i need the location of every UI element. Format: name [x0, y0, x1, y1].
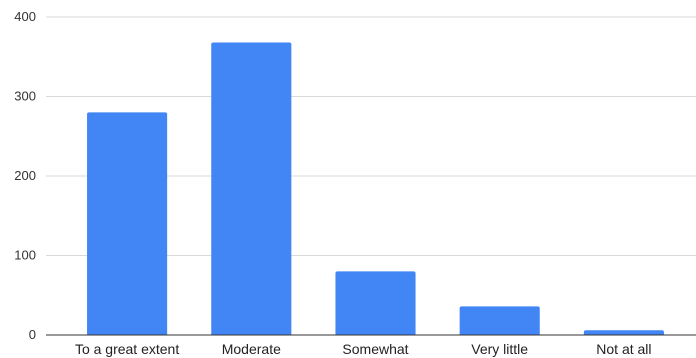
x-tick-label-somewhat: Somewhat	[342, 341, 408, 357]
x-axis-category-labels: To a great extent Moderate Somewhat Very li…	[75, 341, 652, 357]
bar-to-a-great-extent	[87, 112, 168, 336]
bar-moderate	[211, 42, 292, 335]
bars	[87, 42, 664, 336]
bar-somewhat	[335, 271, 416, 335]
y-tick-label-100: 100	[14, 248, 36, 263]
x-tick-label-to-a-great-extent: To a great extent	[75, 341, 179, 357]
bar-not-at-all	[583, 330, 664, 335]
y-tick-label-200: 200	[14, 168, 36, 183]
bar-very-little	[459, 306, 540, 335]
y-tick-label-0: 0	[29, 327, 36, 342]
y-tick-label-400: 400	[14, 9, 36, 24]
x-tick-label-not-at-all: Not at all	[596, 341, 651, 357]
x-tick-label-very-little: Very little	[471, 341, 528, 357]
y-axis-tick-labels: 0 100 200 300 400	[14, 9, 36, 342]
y-tick-label-300: 300	[14, 89, 36, 104]
x-tick-label-moderate: Moderate	[222, 341, 281, 357]
